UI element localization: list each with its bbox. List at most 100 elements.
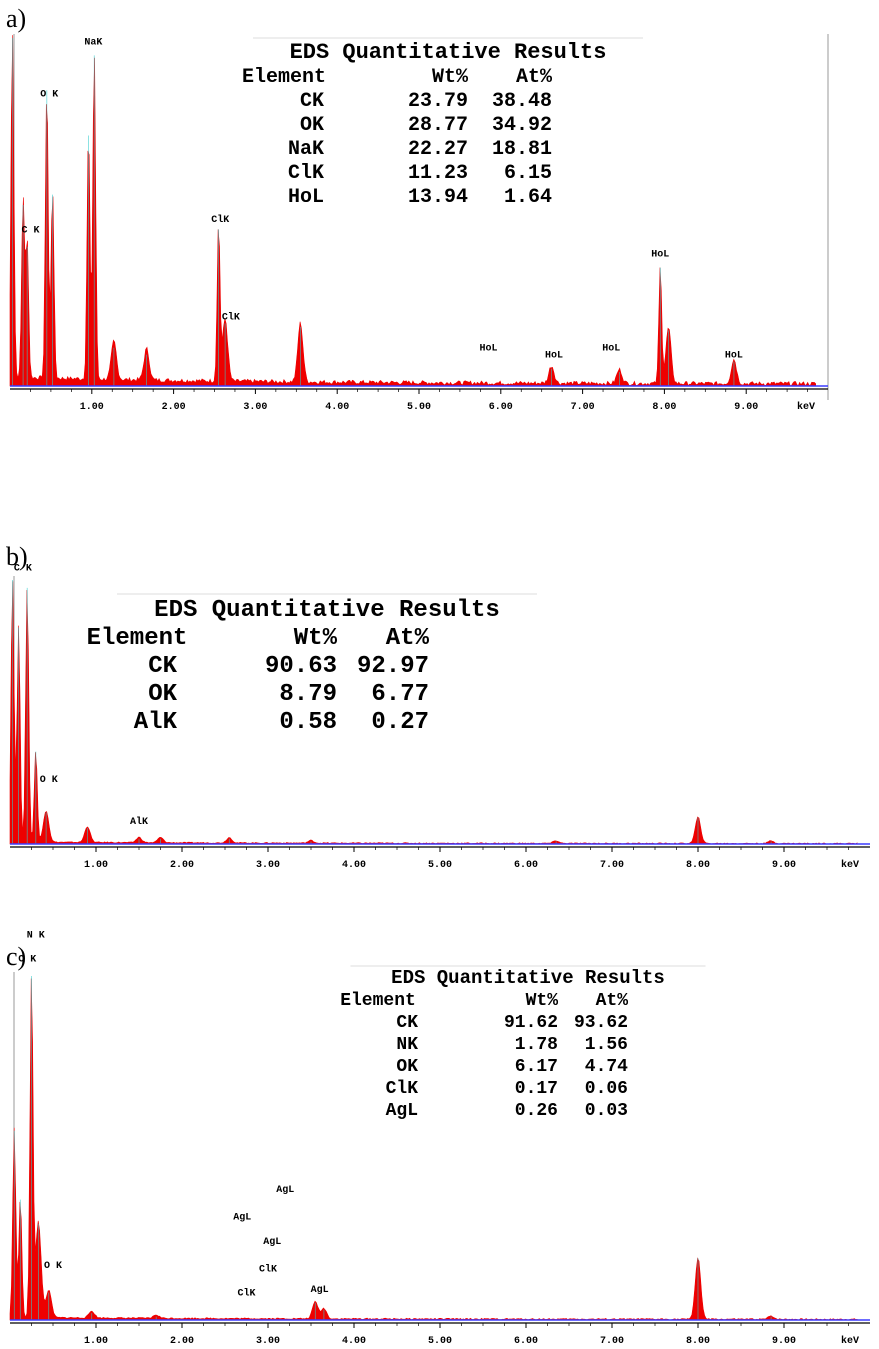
x-tick-label: 1.00 [84, 1336, 108, 1347]
x-tick-label: 9.00 [734, 402, 758, 413]
spectrum-area [9, 35, 816, 387]
x-tick-label: 4.00 [342, 1336, 366, 1347]
results-cell: 8.79 [279, 681, 337, 708]
spectrum-area [9, 978, 858, 1321]
x-tick-label: 1.00 [84, 860, 108, 871]
eds-spectrum-c: 1.00 2.00 3.00 4.00 5.00 6.00 7.00 8.00 9.00 keV N… [9, 931, 870, 1347]
peak-label: C K [21, 225, 39, 236]
results-header-cell: Wt% [526, 991, 559, 1011]
results-cell: CK [148, 653, 177, 680]
results-header-cell: At% [516, 66, 553, 89]
peak-label: C K [14, 564, 32, 575]
peak-label: AlK [130, 816, 148, 828]
x-tick-label: 7.00 [600, 860, 624, 871]
results-cell: 11.23 [408, 162, 468, 185]
results-cell: 91.62 [504, 1013, 558, 1033]
x-tick-label: 9.00 [772, 860, 796, 871]
x-tick-label: 6.00 [489, 402, 513, 413]
peak-label: NaK [84, 37, 102, 48]
results-cell: 4.74 [585, 1057, 628, 1077]
results-title: EDS Quantitative Results [391, 967, 665, 989]
results-header-cell: At% [386, 625, 430, 652]
results-cell: 6.17 [515, 1057, 558, 1077]
results-cell: 0.26 [515, 1101, 558, 1121]
peak-label: HoL [480, 344, 498, 355]
results-cell: ClK [386, 1079, 419, 1099]
peak-label: AgL [233, 1213, 251, 1224]
x-unit-label: keV [841, 1335, 859, 1347]
x-tick-label: 7.00 [600, 1336, 624, 1347]
results-cell: 0.27 [371, 709, 429, 736]
results-header-cell: Element [87, 625, 188, 652]
results-cell: OK [300, 114, 324, 137]
results-cell: 0.06 [585, 1079, 628, 1099]
results-cell: 18.81 [492, 138, 552, 161]
peak-label: HoL [602, 344, 620, 355]
x-tick-label: 4.00 [342, 860, 366, 871]
results-cell: 13.94 [408, 186, 468, 209]
panel-label: a) [6, 4, 27, 33]
results-header-cell: At% [596, 991, 629, 1011]
eds-spectrum-b: 1.00 2.00 3.00 4.00 5.00 6.00 7.00 8.00 9.00 keV C… [9, 564, 870, 871]
results-header-cell: Wt% [432, 66, 469, 89]
peak-label: ClK [211, 214, 229, 226]
peak-label: HoL [545, 351, 563, 362]
peak-label: O K [40, 90, 58, 101]
results-cell: 6.77 [371, 681, 429, 708]
panel-a: a) 1.00 2.00 3.00 4.00 5.00 6.00 7.00 8.00 9.00 k… [0, 0, 879, 420]
x-tick-label: 9.00 [772, 1336, 796, 1347]
x-unit-label: keV [797, 401, 815, 413]
panel-c: c) 1.00 2.00 3.00 4.00 5.00 6.00 7.00 8.00 9.00 k… [0, 930, 879, 1349]
results-cell: 23.79 [408, 90, 468, 113]
results-cell: AgL [386, 1101, 418, 1121]
x-tick-label: 5.00 [428, 860, 452, 871]
panel-b: b) 1.00 2.00 3.00 4.00 5.00 6.00 7.00 8.00 9.00 k… [0, 540, 879, 880]
x-tick-label: 2.00 [170, 1336, 194, 1347]
peak-label: AgL [311, 1285, 329, 1296]
x-tick-label: 7.00 [571, 402, 595, 413]
peak-label: O K [44, 1261, 62, 1272]
x-tick-label: 6.00 [514, 1336, 538, 1347]
x-tick-label: 4.00 [325, 402, 349, 413]
x-tick-label: 2.00 [170, 860, 194, 871]
eds-spectrum-a: 1.00 2.00 3.00 4.00 5.00 6.00 7.00 8.00 9.00 keV N… [9, 34, 829, 413]
results-header-cell: Element [340, 991, 416, 1011]
results-cell: ClK [288, 162, 324, 185]
results-cell: CK [396, 1013, 418, 1033]
results-cell: 1.56 [585, 1035, 628, 1055]
results-cell: 1.78 [515, 1035, 558, 1055]
results-cell: HoL [288, 186, 324, 209]
results-cell: NK [396, 1035, 418, 1055]
x-tick-label: 6.00 [514, 860, 538, 871]
x-tick-label: 8.00 [686, 1336, 710, 1347]
results-header-cell: Wt% [294, 625, 338, 652]
results-cell: 28.77 [408, 114, 468, 137]
peak-label: N K [27, 931, 45, 942]
results-cell: OK [396, 1057, 418, 1077]
x-tick-label: 2.00 [162, 402, 186, 413]
x-tick-label: 3.00 [256, 860, 280, 871]
results-cell: 93.62 [574, 1013, 628, 1033]
x-tick-label: 3.00 [256, 1336, 280, 1347]
peak-label: O K [40, 775, 58, 786]
results-cell: OK [148, 681, 177, 708]
results-cell: 34.92 [492, 114, 552, 137]
x-tick-label: 8.00 [686, 860, 710, 871]
results-cell: AlK [134, 709, 178, 736]
x-tick-label: 1.00 [80, 402, 104, 413]
peak-label: HoL [651, 250, 669, 261]
results-header-cell: Element [242, 66, 326, 89]
x-tick-label: 3.00 [243, 402, 267, 413]
panel-label: b) [6, 542, 28, 571]
x-tick-label: 5.00 [407, 402, 431, 413]
x-unit-label: keV [841, 859, 859, 871]
results-cell: NaK [288, 138, 324, 161]
peak-label: AgL [276, 1185, 294, 1196]
results-cell: 6.15 [504, 162, 552, 185]
results-cell: CK [300, 90, 324, 113]
results-title: EDS Quantitative Results [154, 597, 500, 624]
results-title: EDS Quantitative Results [290, 40, 607, 65]
peak-label: HoL [725, 351, 743, 362]
peak-label: ClK [222, 311, 240, 323]
results-cell: 92.97 [357, 653, 429, 680]
